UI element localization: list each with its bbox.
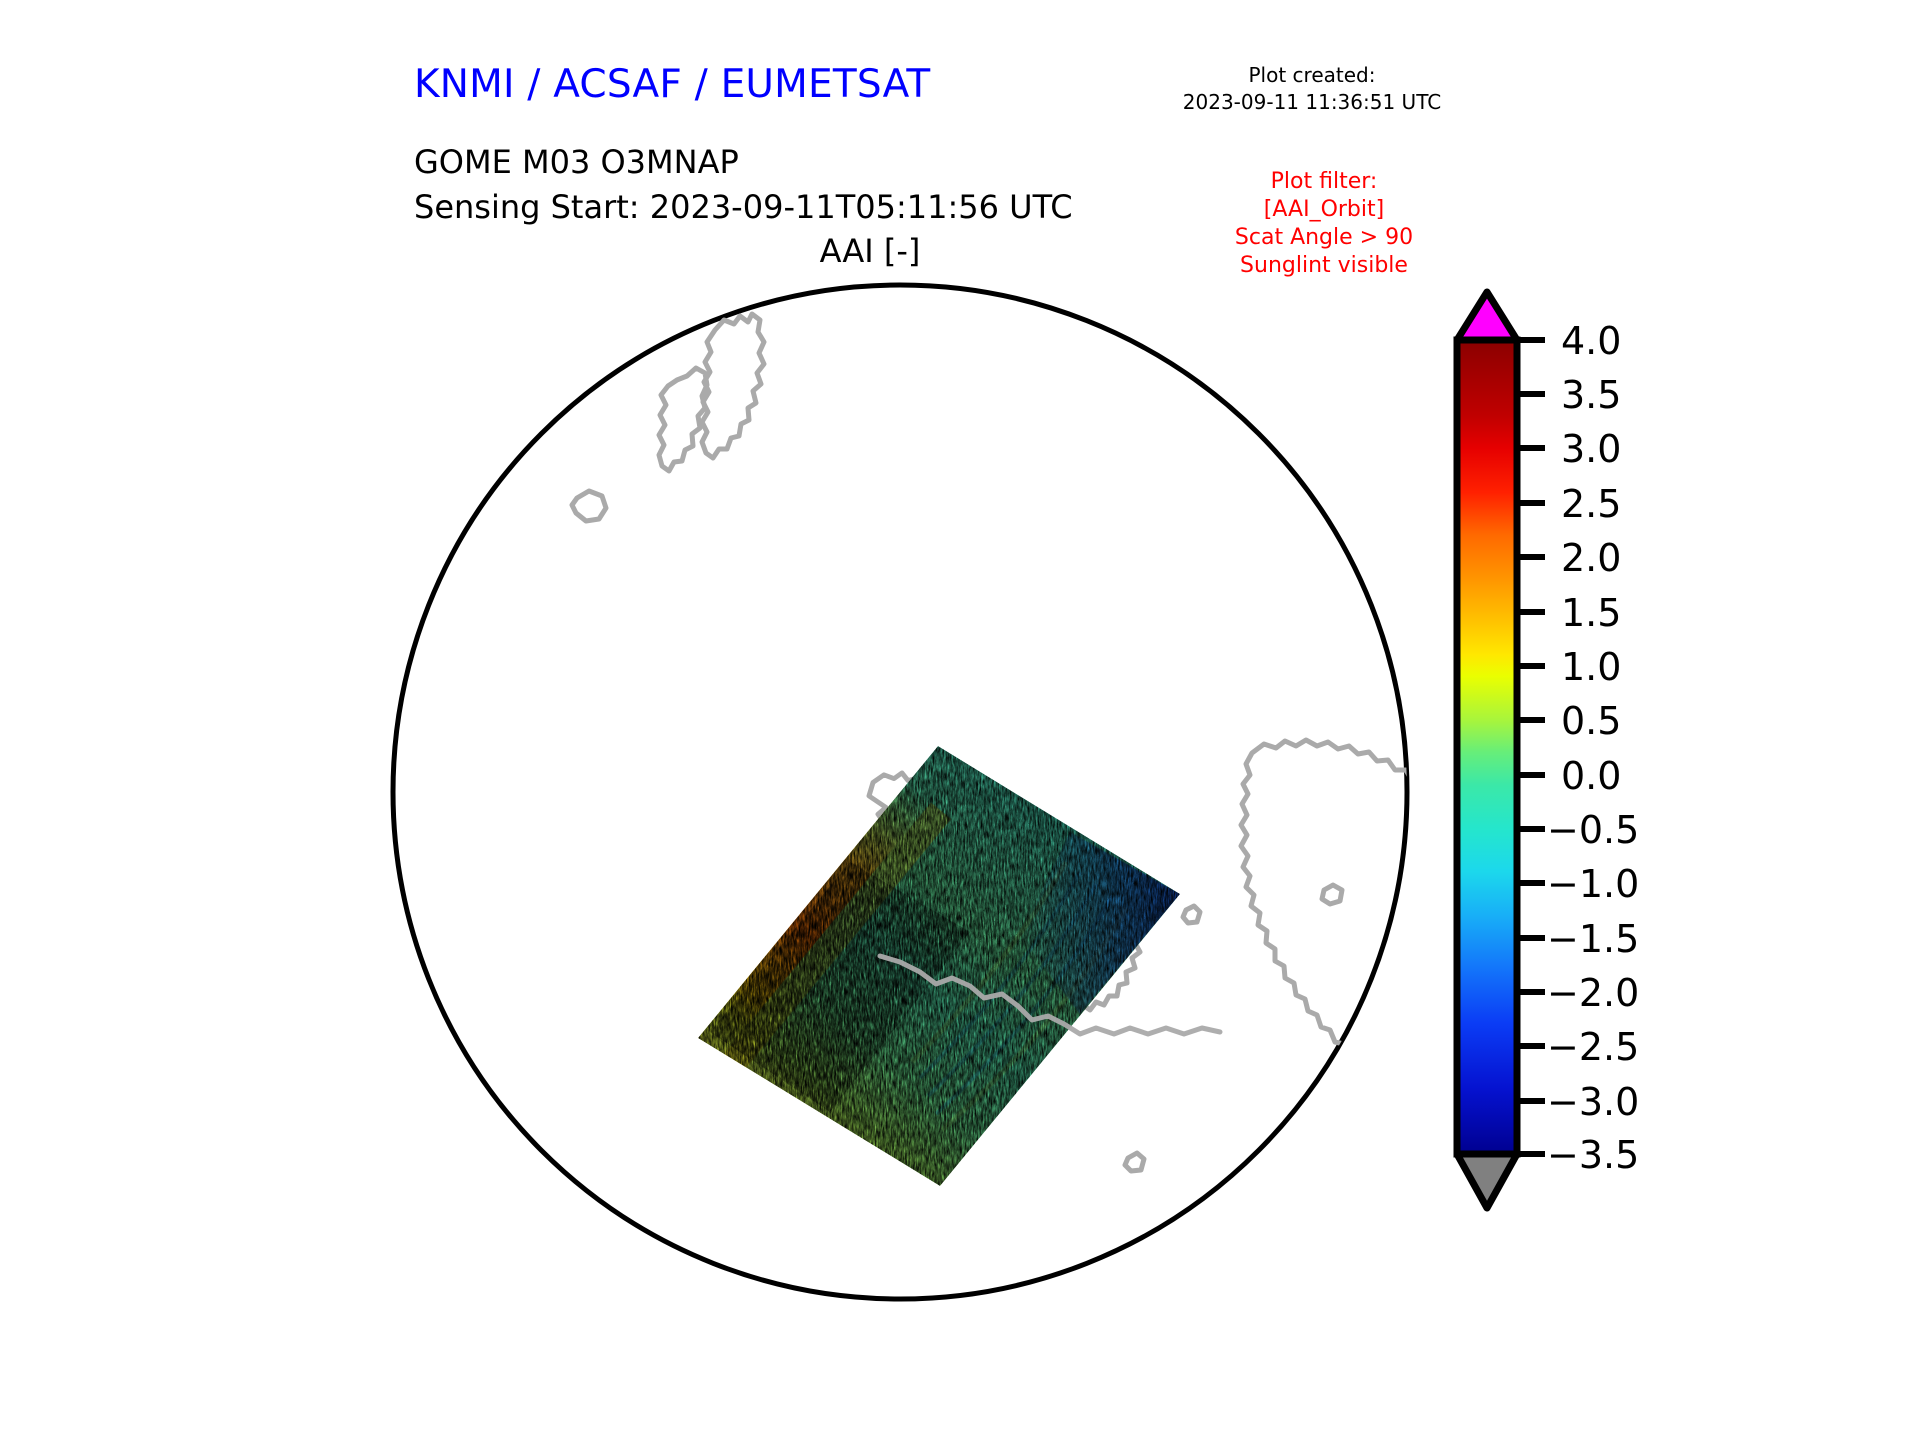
cbar-label-15: −3.5 <box>1547 1133 1639 1177</box>
cbar-label-3: 2.5 <box>1561 482 1621 526</box>
product-name: GOME M03 O3MNAP <box>414 143 739 181</box>
coastline-tasmania <box>520 387 553 420</box>
colorbar-gradient <box>1453 336 1521 1158</box>
coastline-nz-islet <box>569 488 609 524</box>
cbar-label-9: −0.5 <box>1547 808 1639 852</box>
institutes-title: KNMI / ACSAF / EUMETSAT <box>414 62 931 107</box>
plot-created-label: Plot created: <box>1248 63 1376 87</box>
plot-filter-sunglint: Sunglint visible <box>1240 253 1408 278</box>
coastline-island-c <box>1122 1150 1147 1174</box>
variable-title: AAI [-] <box>819 232 921 270</box>
coastline-falklands <box>1319 882 1345 907</box>
plot-created-block: Plot created: 2023-09-11 11:36:51 UTC <box>1164 62 1460 116</box>
cbar-label-12: −2.0 <box>1547 971 1639 1015</box>
cbar-label-11: −1.5 <box>1547 917 1639 961</box>
plot-created-timestamp: 2023-09-11 11:36:51 UTC <box>1182 90 1442 114</box>
colorbar-under-arrow <box>1453 1150 1521 1212</box>
sensing-start: Sensing Start: 2023-09-11T05:11:56 UTC <box>414 188 1073 226</box>
cbar-label-5: 1.5 <box>1561 591 1621 635</box>
coastline-south-america <box>1238 737 1407 1047</box>
product-title-block: GOME M03 O3MNAP Sensing Start: 2023-09-1… <box>414 140 1073 230</box>
cbar-label-13: −2.5 <box>1547 1025 1639 1069</box>
cbar-label-10: −1.0 <box>1547 862 1639 906</box>
cbar-label-8: 0.0 <box>1561 754 1621 798</box>
cbar-label-6: 1.0 <box>1561 645 1621 689</box>
colorbar-panel: 4.0 3.5 3.0 2.5 2.0 1.5 1.0 0.5 0.0 −0.5… <box>1435 282 1855 1302</box>
plot-filter-orbit: [AAI_Orbit] <box>1263 197 1385 222</box>
polar-stereographic-map <box>390 282 1410 1302</box>
globe-disc <box>390 282 1410 1302</box>
cbar-label-14: −3.0 <box>1547 1080 1639 1124</box>
plot-filter-scat-angle: Scat Angle > 90 <box>1234 225 1414 250</box>
cbar-label-4: 2.0 <box>1561 536 1621 580</box>
coastline-over-swath <box>877 953 1223 1037</box>
colorbar-ticks <box>1517 337 1545 1157</box>
colorbar-tick-labels: 4.0 3.5 3.0 2.5 2.0 1.5 1.0 0.5 0.0 −0.5… <box>1547 319 1639 1177</box>
cbar-label-0: 4.0 <box>1561 319 1621 363</box>
colorbar-over-arrow <box>1453 288 1521 344</box>
colorbar: 4.0 3.5 3.0 2.5 2.0 1.5 1.0 0.5 0.0 −0.5… <box>1453 288 1639 1212</box>
plot-filter-block: Plot filter: [AAI_Orbit] Scat Angle > 90… <box>1188 168 1460 280</box>
cbar-label-7: 0.5 <box>1561 699 1621 743</box>
coastline-island-b <box>1180 903 1203 926</box>
map-panel <box>380 272 1420 1312</box>
cbar-label-1: 3.5 <box>1561 373 1621 417</box>
plot-filter-label: Plot filter: <box>1270 169 1378 194</box>
coastline-new-zealand-south <box>656 365 710 474</box>
coastline-new-zealand-north <box>699 311 767 461</box>
cbar-label-2: 3.0 <box>1561 427 1621 471</box>
